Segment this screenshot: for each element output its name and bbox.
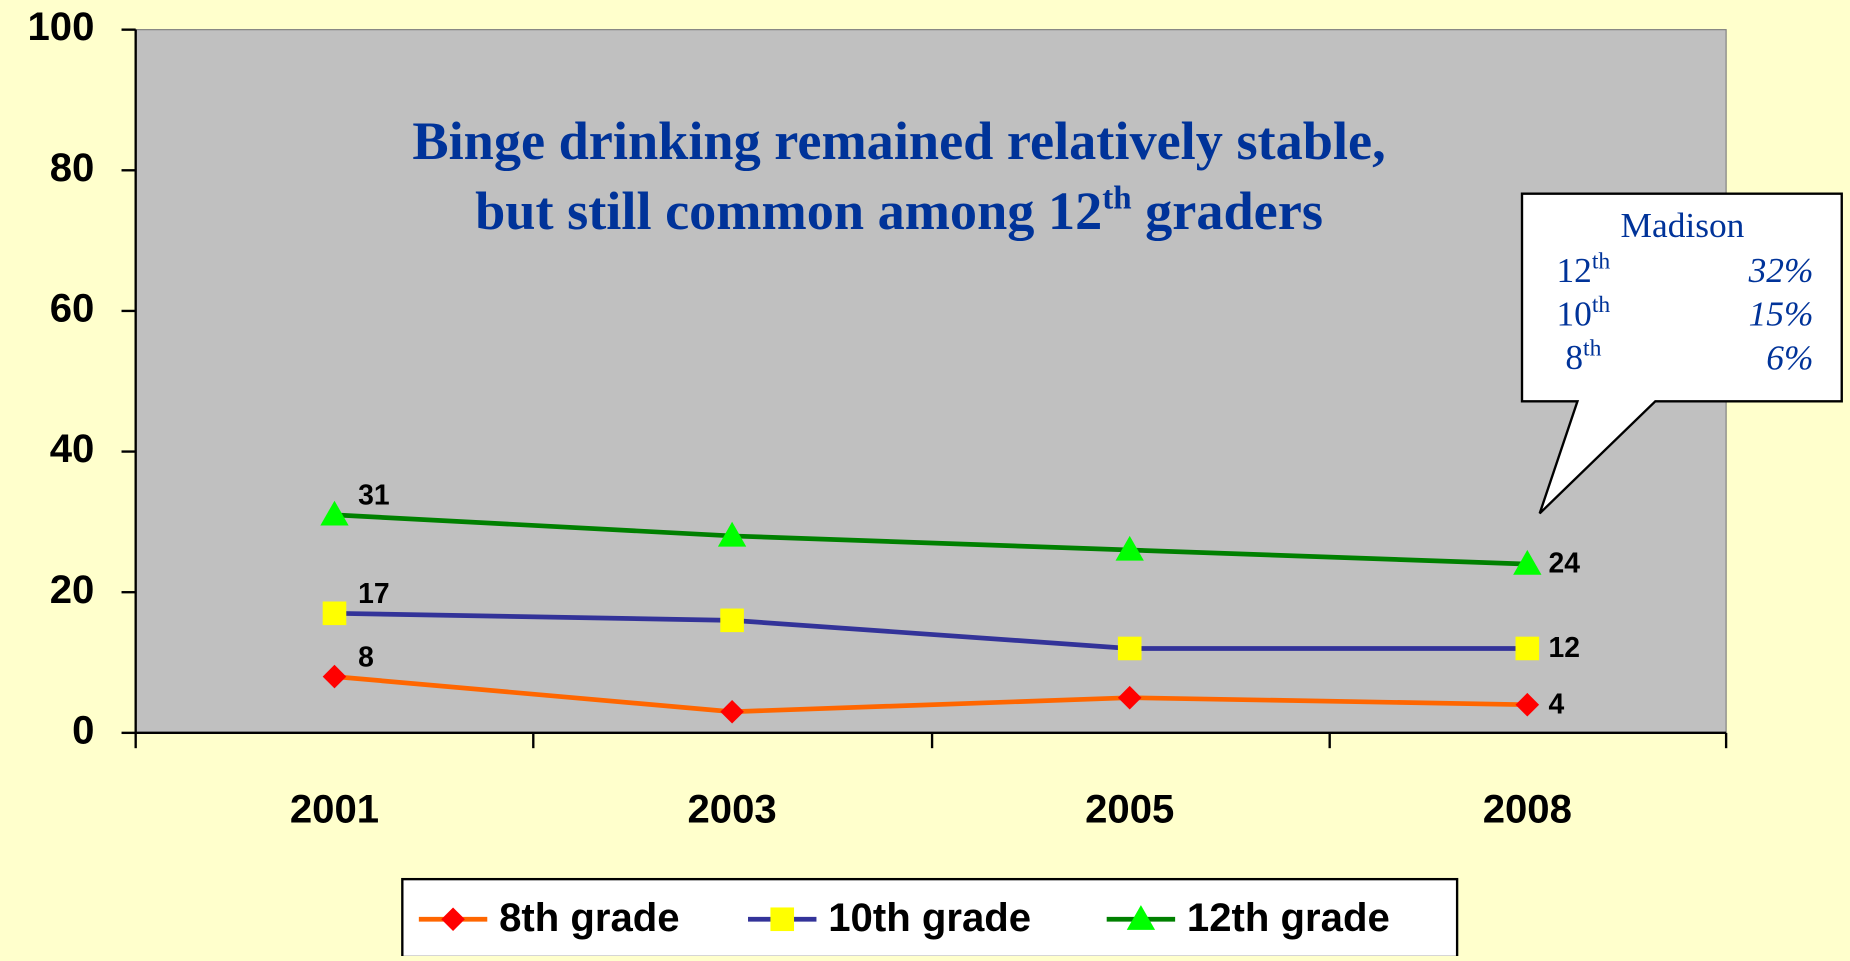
y-tick-label: 20 [50,568,95,612]
callout-grade-sup: th [1583,336,1602,362]
legend-label: 8th grade [499,896,680,940]
marker [320,500,349,526]
marker [1117,685,1142,710]
callout-grade: 12th [1556,249,1610,290]
callout-value: 15% [1749,294,1814,334]
title-end: graders [1132,182,1323,242]
x-tick-label: 2001 [290,787,379,831]
x-ticks [134,732,1728,749]
callout-grade-num: 10 [1556,294,1591,334]
marker [441,907,465,932]
data-label: 8 [358,640,374,672]
callout-grade: 10th [1556,292,1610,333]
x-tick-label: 2005 [1085,787,1174,831]
legend-label: 12th grade [1187,896,1390,940]
marker [322,664,347,689]
y-tick-label: 0 [72,708,94,752]
title-text: but still common among 12 [475,182,1102,242]
marker [1115,535,1144,561]
marker [1117,636,1142,661]
title-sup: th [1102,180,1131,216]
callout-grade-sup: th [1592,249,1611,275]
data-label: 4 [1549,687,1565,719]
title-line-1: Binge drinking remained relatively stabl… [412,111,1385,171]
series-line [334,512,1528,567]
callout-grade-num: 8 [1565,337,1583,377]
marker [717,521,747,547]
marker [720,699,744,724]
marker [322,601,347,626]
callout-grade-num: 12 [1556,250,1591,290]
legend-label: 10th grade [828,896,1031,940]
callout-grade-sup: th [1592,292,1611,318]
x-tick-label: 2003 [687,787,776,831]
data-label: 31 [358,479,389,511]
legend [401,877,1459,959]
callout-title: Madison [1621,205,1745,245]
marker [1515,636,1540,661]
marker [1513,549,1542,575]
marker [720,608,744,633]
series-line [334,674,1528,715]
callout-value: 6% [1766,337,1813,377]
data-label: 24 [1549,547,1581,579]
data-label: 12 [1549,631,1580,663]
marker [770,907,795,932]
y-tick-label: 100 [27,5,94,49]
series-line [334,610,1528,651]
y-tick-label: 60 [50,287,95,331]
x-tick-label: 2008 [1483,787,1572,831]
callout-grade: 8th [1565,336,1601,377]
data-label: 17 [358,577,389,609]
y-tick-label: 80 [50,146,95,190]
callout-box [1520,192,1843,515]
title-line-2: but still common among 12th graders [475,180,1323,241]
marker [1126,905,1156,930]
callout-value: 32% [1748,250,1814,290]
y-tick-label: 40 [50,427,95,471]
